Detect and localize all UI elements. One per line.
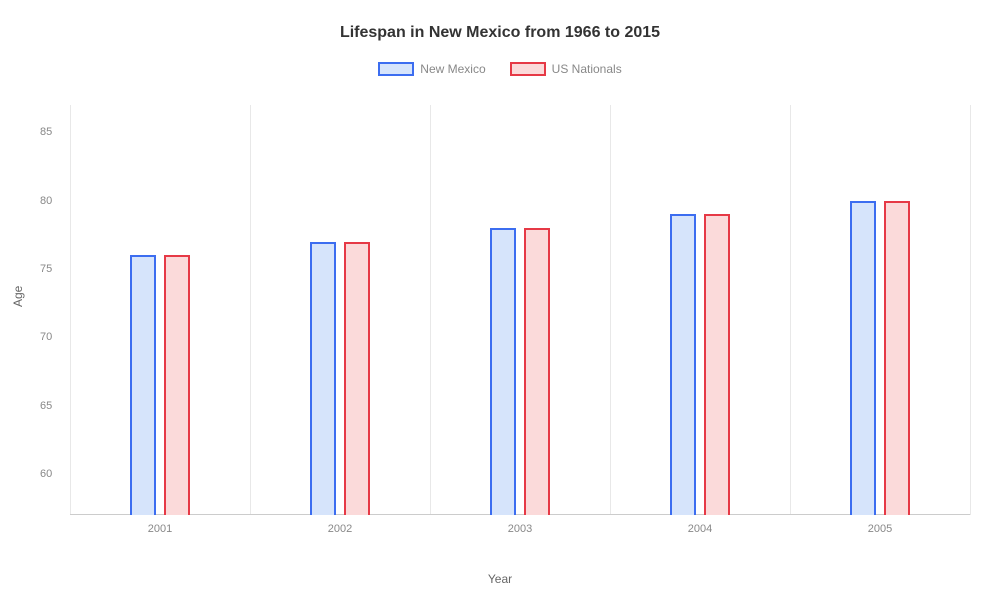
legend-item: US Nationals: [510, 62, 622, 76]
legend-swatch-icon: [510, 62, 546, 76]
y-tick-label: 85: [40, 126, 52, 138]
y-tick-label: 65: [40, 400, 52, 412]
legend-item: New Mexico: [378, 62, 485, 76]
bar: [344, 242, 370, 515]
bar: [850, 201, 876, 515]
x-tick-label: 2002: [328, 523, 352, 535]
bar: [524, 228, 550, 515]
legend: New Mexico US Nationals: [0, 62, 1000, 76]
bar: [704, 214, 730, 515]
gridline: [790, 105, 791, 515]
bar: [164, 255, 190, 515]
x-tick-label: 2004: [688, 523, 712, 535]
legend-swatch-icon: [378, 62, 414, 76]
legend-label: New Mexico: [420, 62, 485, 76]
y-tick-label: 70: [40, 331, 52, 343]
x-tick-label: 2001: [148, 523, 172, 535]
gridline: [70, 105, 71, 515]
chart-title: Lifespan in New Mexico from 1966 to 2015: [0, 0, 1000, 42]
x-axis-label: Year: [488, 572, 512, 586]
x-axis-line: [70, 514, 970, 515]
y-tick-label: 80: [40, 195, 52, 207]
y-axis-label: Age: [11, 286, 25, 307]
bar: [130, 255, 156, 515]
bar: [670, 214, 696, 515]
plot-area: 60657075808520012002200320042005: [70, 105, 970, 515]
bar: [884, 201, 910, 515]
legend-label: US Nationals: [552, 62, 622, 76]
bar: [310, 242, 336, 515]
chart-container: Lifespan in New Mexico from 1966 to 2015…: [0, 0, 1000, 600]
gridline: [610, 105, 611, 515]
y-tick-label: 60: [40, 468, 52, 480]
y-tick-label: 75: [40, 263, 52, 275]
x-tick-label: 2005: [868, 523, 892, 535]
gridline: [970, 105, 971, 515]
bar: [490, 228, 516, 515]
gridline: [430, 105, 431, 515]
x-tick-label: 2003: [508, 523, 532, 535]
gridline: [250, 105, 251, 515]
